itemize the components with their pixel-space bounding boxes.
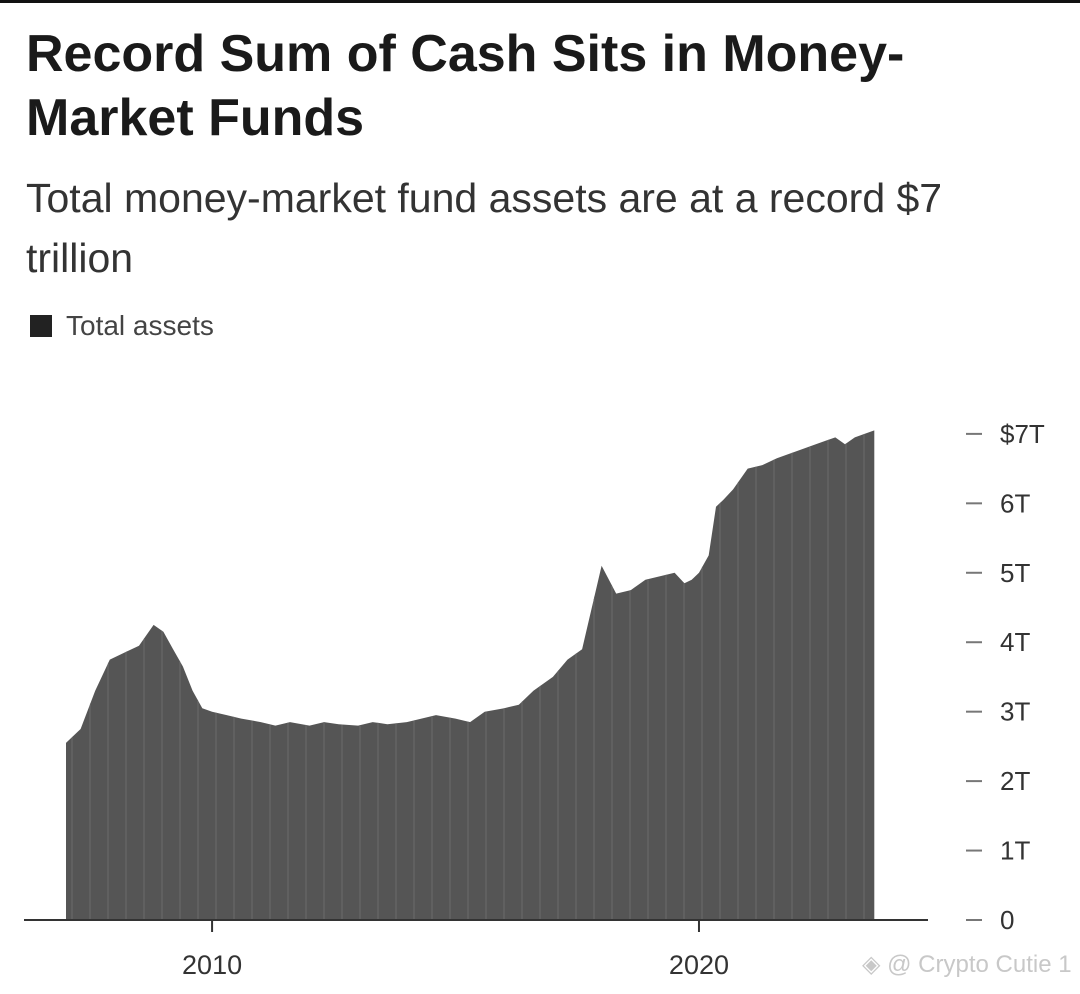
y-tick-label-4T: 4T	[1000, 627, 1030, 657]
watermark: ◈ @ Crypto Cutie 1	[862, 951, 1072, 978]
chart-subtitle: Total money-market fund assets are at a …	[26, 175, 943, 281]
y-tick-label-$7T: $7T	[1000, 419, 1045, 449]
legend-swatch	[30, 315, 52, 337]
series-area-total-assets	[66, 430, 875, 920]
legend-label-total-assets: Total assets	[66, 310, 214, 341]
x-tick-label-2020: 2020	[669, 950, 729, 980]
x-tick-label-2010: 2010	[182, 950, 242, 980]
y-tick-label-2T: 2T	[1000, 766, 1030, 796]
chart-title: Record Sum of Cash Sits in Money-Market …	[26, 25, 905, 147]
legend: Total assets	[30, 310, 214, 342]
y-tick-label-5T: 5T	[1000, 558, 1030, 588]
y-tick-label-3T: 3T	[1000, 697, 1030, 727]
top-rule	[0, 0, 1080, 3]
y-tick-label-6T: 6T	[1000, 488, 1030, 518]
y-tick-label-1T: 1T	[1000, 836, 1030, 866]
y-tick-label-0: 0	[1000, 905, 1014, 935]
